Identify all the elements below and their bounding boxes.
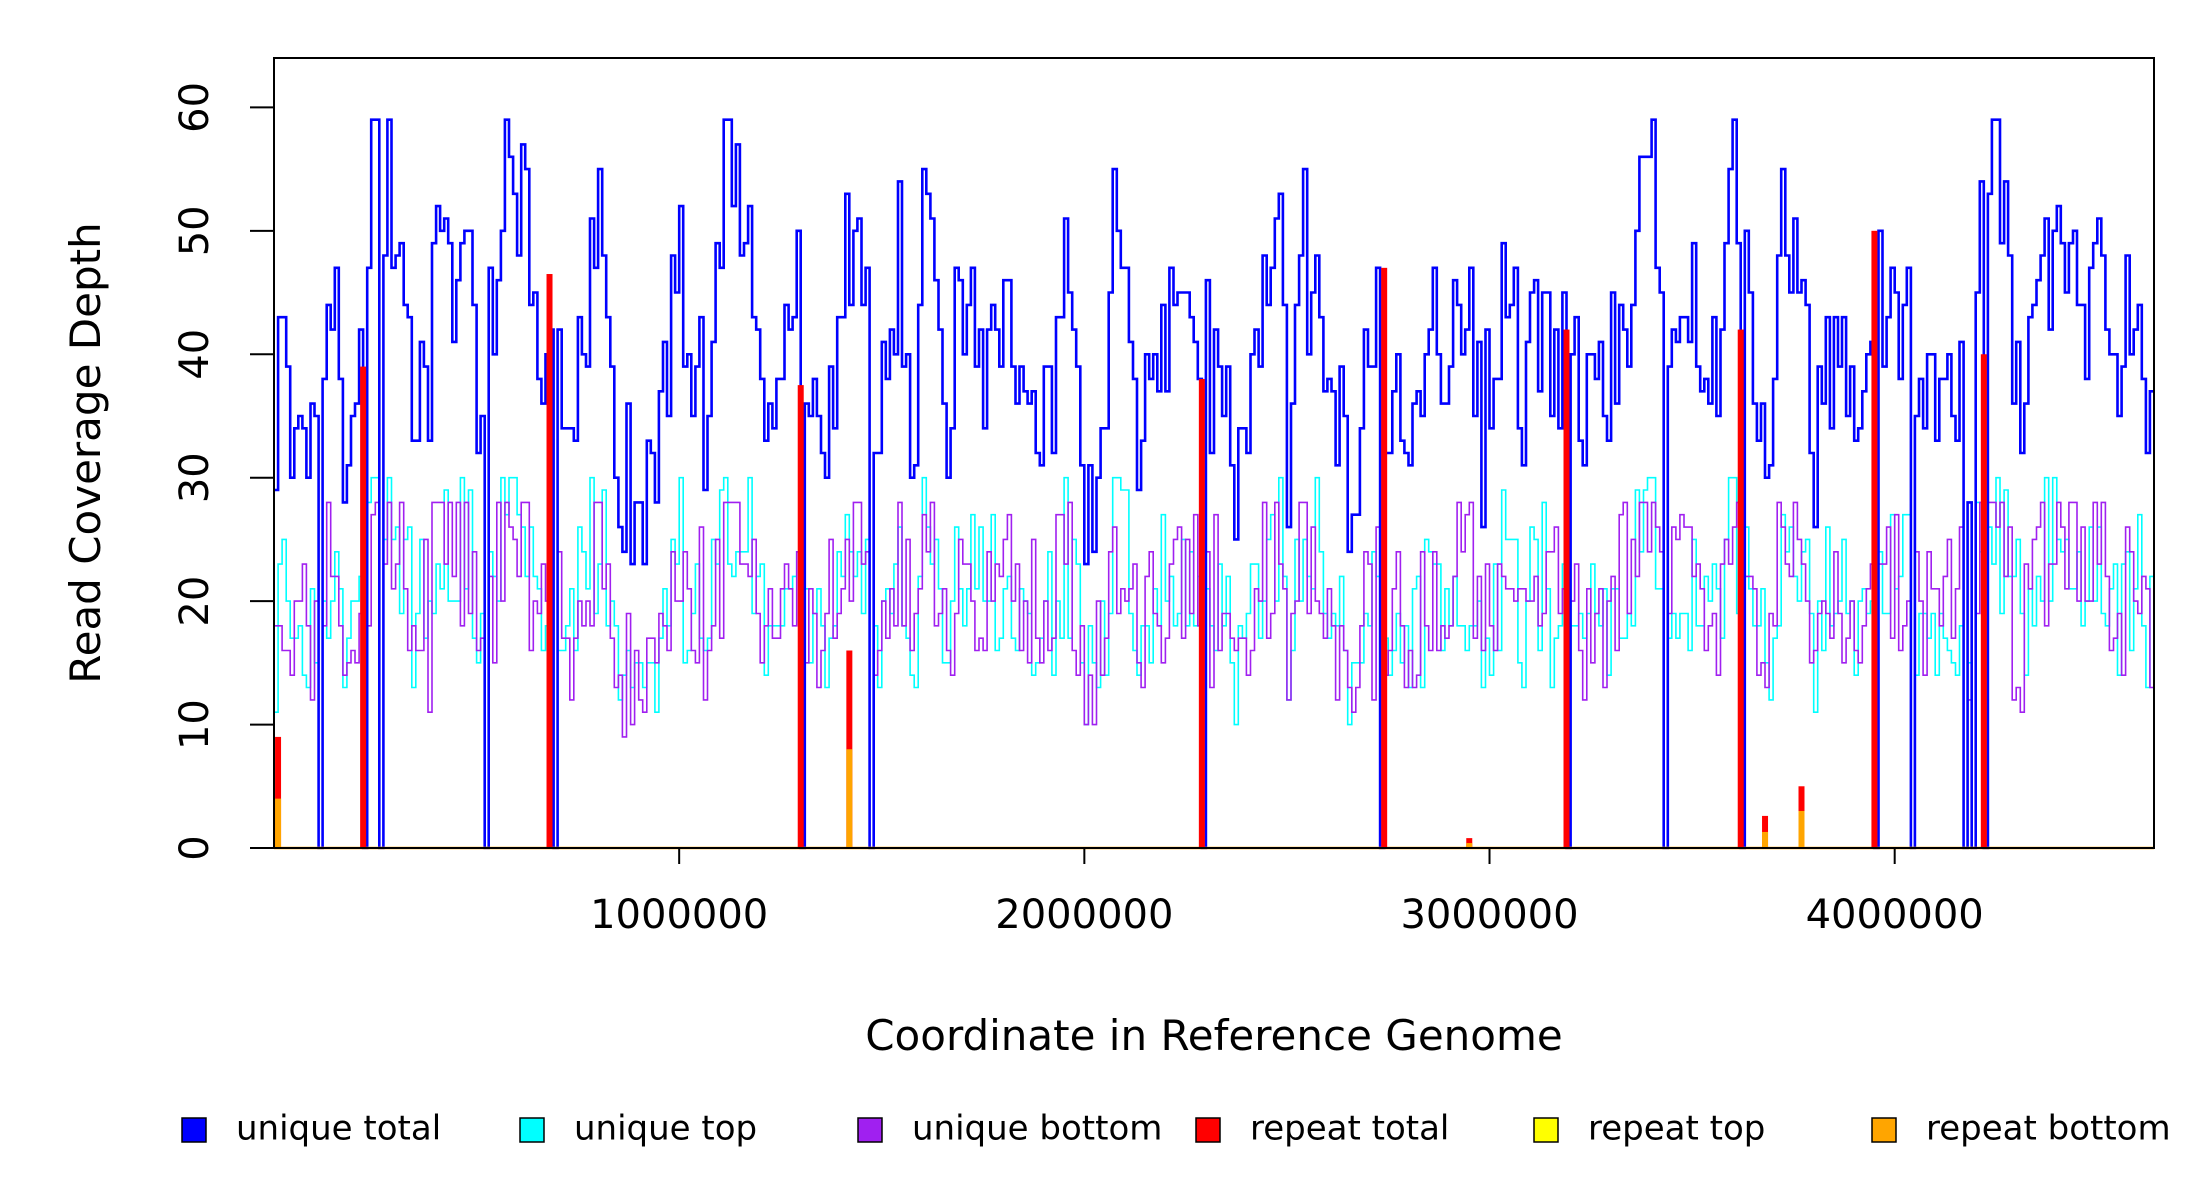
- repeat-total-peak: [797, 385, 804, 848]
- legend-label: repeat total: [1250, 1109, 1449, 1149]
- series-unique-total: [274, 118, 2154, 850]
- repeat-total-peak: [1871, 230, 1878, 848]
- y-tick-label: 10: [172, 699, 218, 750]
- y-tick-label: 60: [172, 82, 218, 133]
- y-tick-label: 30: [172, 452, 218, 503]
- legend-label: unique top: [574, 1109, 757, 1149]
- series-layer: [274, 118, 2154, 850]
- x-tick-label: 1000000: [590, 892, 768, 938]
- repeat-total-peak: [360, 366, 367, 848]
- series-unique-bottom: [274, 501, 2154, 849]
- repeat-total-peak: [1980, 354, 1987, 848]
- legend-label: unique total: [236, 1109, 441, 1149]
- repeat-total-peak: [1381, 267, 1388, 848]
- legend-swatch: [519, 1117, 545, 1143]
- y-tick-label: 0: [172, 835, 218, 860]
- repeat-bottom-peak: [846, 749, 853, 848]
- repeat-bottom-peak: [1798, 810, 1805, 848]
- legend-swatch: [1533, 1117, 1559, 1143]
- series-unique-top: [274, 476, 2154, 849]
- legend-label: repeat top: [1588, 1109, 1765, 1149]
- x-axis-title: Coordinate in Reference Genome: [865, 1011, 1563, 1060]
- repeat-total-peak: [546, 274, 553, 848]
- repeat-total-peak: [1198, 378, 1205, 848]
- y-tick-label: 20: [172, 576, 218, 627]
- legend-label: repeat bottom: [1926, 1109, 2171, 1149]
- repeat-bottom-peak: [275, 798, 282, 848]
- repeat-total-peak: [275, 736, 282, 848]
- legend: unique total unique top unique bottom repea…: [181, 1109, 2171, 1149]
- repeat-bottom-peak: [1466, 843, 1473, 848]
- repeat-total-peak: [1563, 329, 1570, 848]
- y-tick-label: 50: [172, 205, 218, 256]
- x-tick-label: 2000000: [995, 892, 1173, 938]
- x-tick-label: 4000000: [1806, 892, 1984, 938]
- repeat-total-peak: [1737, 329, 1744, 848]
- x-tick-label: 3000000: [1400, 892, 1578, 938]
- repeat-bottom-peak: [1762, 831, 1769, 848]
- y-axis: 0 10 20 30 40 50 60: [172, 82, 275, 861]
- legend-swatch: [181, 1117, 207, 1143]
- legend-swatch: [857, 1117, 883, 1143]
- x-axis: 1000000 2000000 3000000 4000000: [590, 848, 1984, 938]
- legend-label: unique bottom: [912, 1109, 1162, 1149]
- legend-swatch: [1195, 1117, 1221, 1143]
- legend-swatch: [1871, 1117, 1897, 1143]
- y-tick-label: 40: [172, 329, 218, 380]
- y-axis-title: Read Coverage Depth: [61, 222, 110, 683]
